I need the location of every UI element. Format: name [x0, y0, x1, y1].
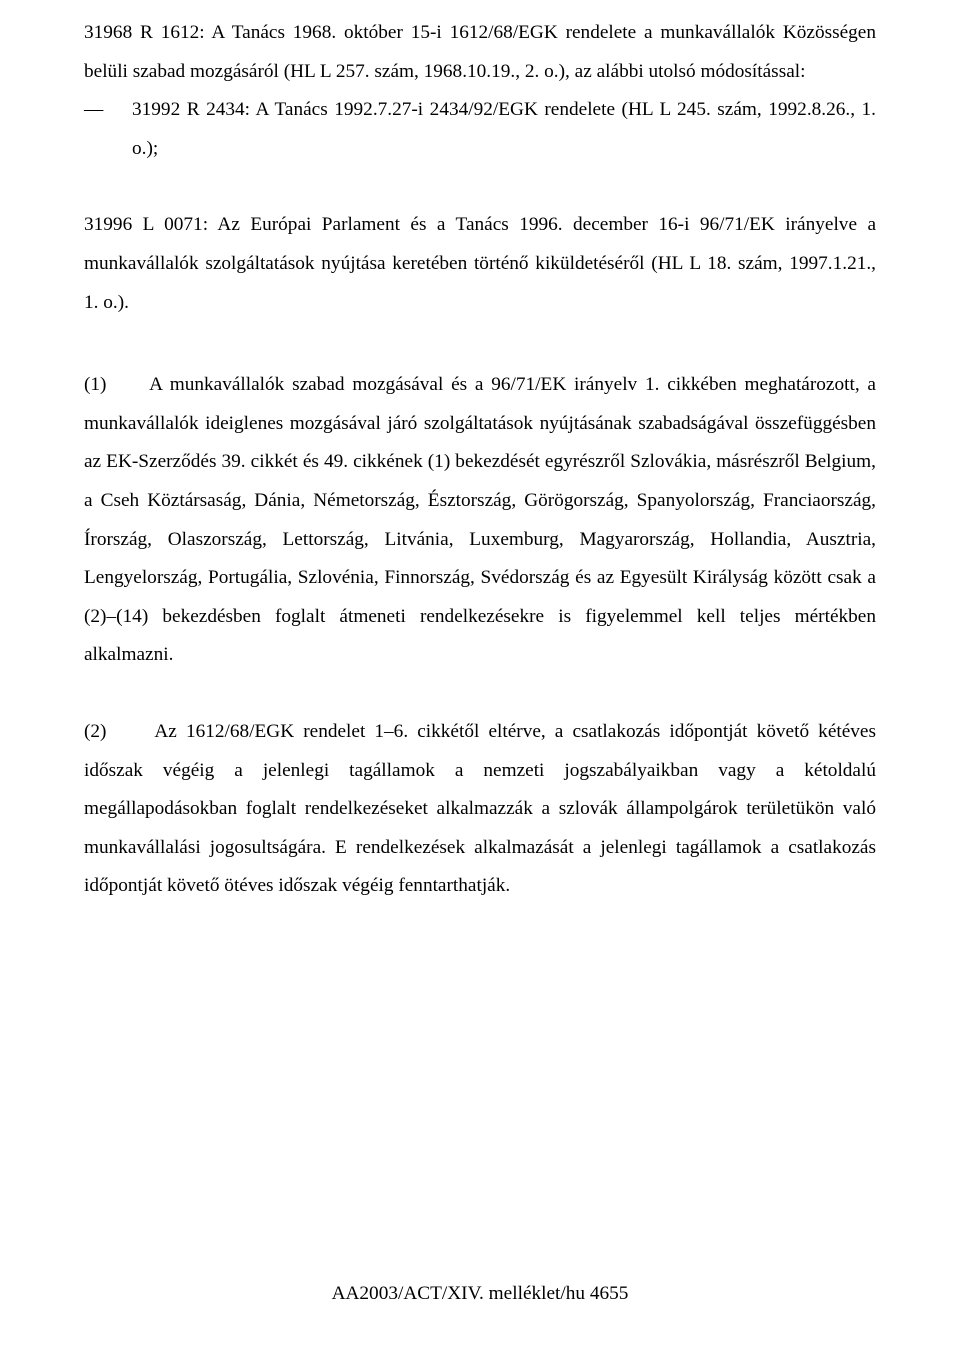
dash-item: — 31992 R 2434: A Tanács 1992.7.27-i 243… — [84, 91, 876, 168]
em-dash: — — [84, 91, 132, 168]
para-1-text: A munkavállalók szabad mozgásával és a 9… — [84, 374, 876, 665]
paragraph-ref-1: 31968 R 1612: A Tanács 1968. október 15-… — [84, 14, 876, 91]
para-number-1: (1) — [84, 366, 118, 405]
para-number-2: (2) — [84, 713, 118, 752]
page-content: 31968 R 1612: A Tanács 1968. október 15-… — [84, 0, 876, 906]
paragraph-1: (1) A munkavállalók szabad mozgásával és… — [84, 366, 876, 675]
dash-body: 31992 R 2434: A Tanács 1992.7.27-i 2434/… — [132, 91, 876, 168]
paragraph-2: (2) Az 1612/68/EGK rendelet 1–6. cikkétő… — [84, 713, 876, 906]
para-2-text: Az 1612/68/EGK rendelet 1–6. cikkétől el… — [84, 721, 876, 896]
page-footer: AA2003/ACT/XIV. melléklet/hu 4655 — [0, 1275, 960, 1314]
paragraph-ref-2: 31996 L 0071: Az Európai Parlament és a … — [84, 206, 876, 322]
